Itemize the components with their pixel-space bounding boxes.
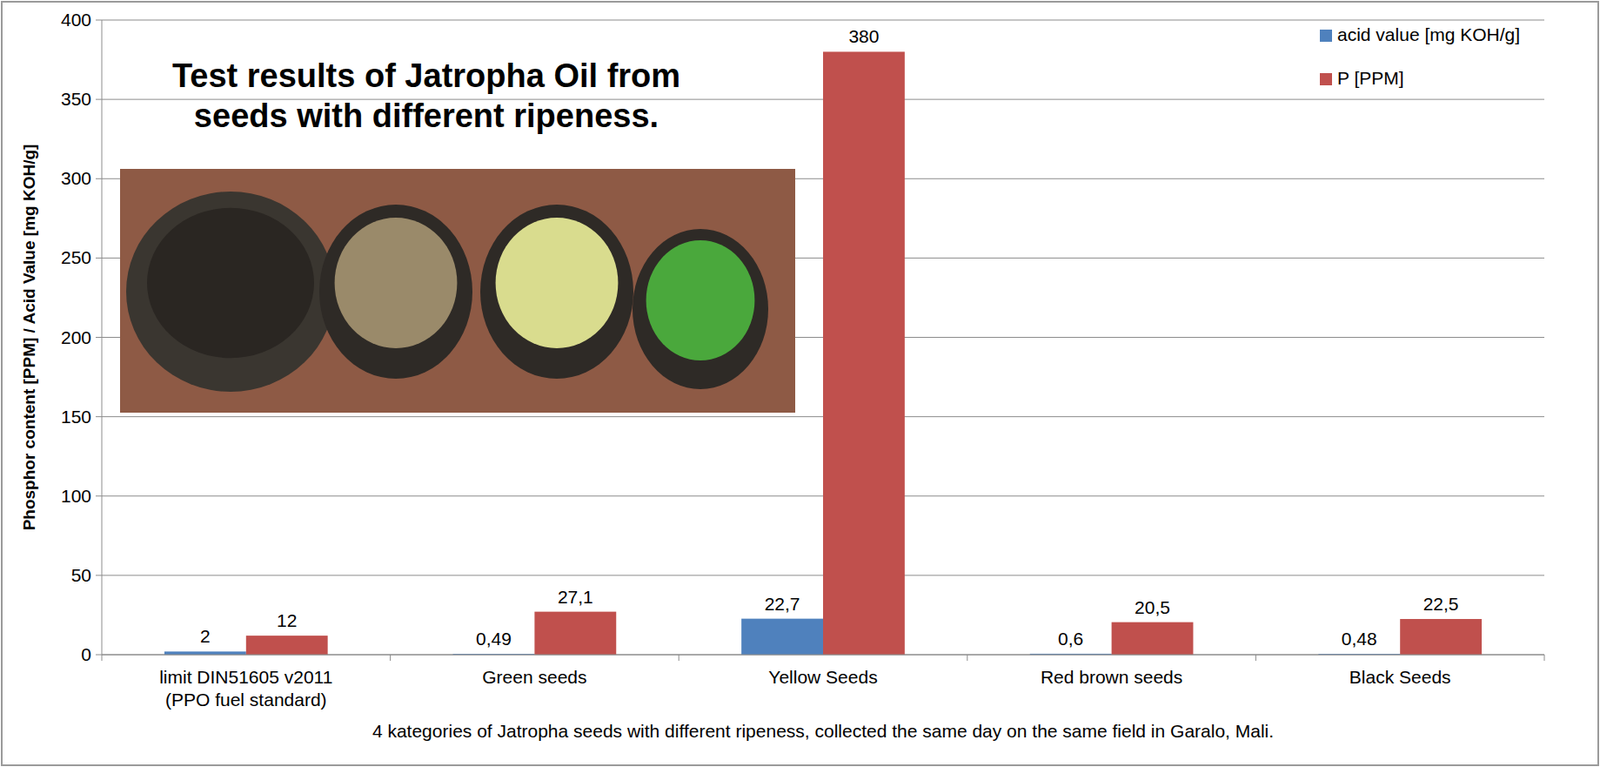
y-tick: [95, 574, 102, 576]
x-tick-label: Black Seeds: [1349, 666, 1452, 687]
x-tick: [966, 654, 968, 661]
bars: [164, 51, 1482, 655]
bar: [164, 650, 247, 655]
data-label: 0,49: [475, 628, 512, 649]
y-axis: [101, 20, 103, 655]
y-tick: [95, 495, 102, 496]
photo-bag: [480, 204, 634, 379]
data-label: 12: [276, 609, 297, 630]
data-label: 22,5: [1423, 593, 1460, 614]
y-tick-label: 400: [60, 9, 92, 30]
photo-seeds: [334, 217, 458, 349]
photo-seeds: [147, 207, 315, 359]
x-tick: [389, 654, 391, 661]
x-tick: [101, 654, 103, 661]
photo-bag: [319, 204, 473, 379]
bar: [1111, 622, 1194, 655]
photo-ground: [120, 168, 796, 413]
photo-bag: [632, 228, 769, 389]
bar: [246, 635, 329, 655]
legend-label: acid value [mg KOH/g]: [1337, 24, 1520, 45]
x-axis: [101, 654, 1545, 656]
photo-seeds: [646, 240, 756, 361]
legend-label: P [PPM]: [1337, 67, 1405, 88]
data-label: 22,7: [764, 593, 801, 614]
x-tick-label: Green seeds: [482, 666, 587, 687]
x-tick-label-line: limit DIN51605 v2011: [159, 666, 333, 687]
photo: [120, 168, 796, 413]
title-line: Test results of Jatropha Oil from: [172, 57, 681, 94]
y-tick: [95, 257, 102, 259]
legend-swatch: [1319, 29, 1333, 42]
y-tick: [95, 178, 102, 180]
x-tick-label: Red brown seeds: [1040, 666, 1183, 687]
y-tick: [95, 99, 102, 101]
grid-line: [101, 20, 1545, 21]
y-tick-label: 0: [80, 643, 92, 664]
x-tick: [1544, 654, 1546, 661]
x-tick-label-line: (PPO fuel standard): [165, 689, 328, 710]
legend-swatch: [1319, 73, 1333, 86]
y-tick-label: 100: [60, 485, 92, 506]
data-label: 380: [848, 26, 879, 47]
frame: [1, 1, 1599, 765]
x-tick-label-line: Green seeds: [482, 666, 587, 687]
x-tick-label-line: Yellow Seeds: [768, 666, 877, 687]
bar: [823, 51, 905, 655]
x-tick-label: Yellow Seeds: [768, 666, 877, 687]
data-label: 2: [200, 625, 211, 646]
y-tick-label: 50: [71, 564, 92, 585]
data-label: 0,48: [1341, 628, 1378, 649]
x-tick-label-line: Black Seeds: [1349, 666, 1452, 687]
y-tick-label: 150: [60, 406, 92, 427]
photo-bag: [126, 191, 335, 392]
y-tick: [95, 336, 102, 338]
grid-line: [101, 654, 1545, 656]
data-label: 20,5: [1134, 596, 1171, 617]
y-tick-label: 300: [60, 167, 92, 188]
x-tick-label-line: Red brown seeds: [1040, 666, 1183, 687]
chart: 0 50 100 150 200 250 300 350 400 2 0,49 22,7 0,6 0,48…: [0, 0, 1600, 767]
x-axis-title: 4 kategories of Jatropha seeds with diff…: [372, 720, 1274, 741]
x-tick-label: limit DIN51605 v2011(PPO fuel standard): [159, 666, 333, 710]
bar: [534, 611, 616, 655]
y-tick: [95, 654, 102, 656]
y-tick: [95, 20, 102, 21]
title-line: seeds with different ripeness.: [194, 97, 659, 134]
y-tick-label: 350: [60, 88, 92, 109]
y-axis-title: Phosphor content [PPM] / Acid Value [mg …: [20, 144, 39, 531]
title: Test results of Jatropha Oil fromseeds w…: [172, 57, 681, 134]
data-label: 27,1: [557, 586, 594, 607]
photo-seeds: [495, 217, 619, 349]
x-tick: [1255, 654, 1257, 661]
legend: acid value [mg KOH/g] P [PPM]: [1319, 24, 1520, 88]
bar: [741, 618, 824, 655]
y-tick-label: 200: [60, 327, 92, 348]
data-label: 0,6: [1057, 628, 1084, 649]
bar: [1399, 618, 1482, 655]
y-tick-label: 250: [60, 247, 92, 268]
x-tick: [678, 654, 680, 661]
y-tick: [95, 415, 102, 417]
